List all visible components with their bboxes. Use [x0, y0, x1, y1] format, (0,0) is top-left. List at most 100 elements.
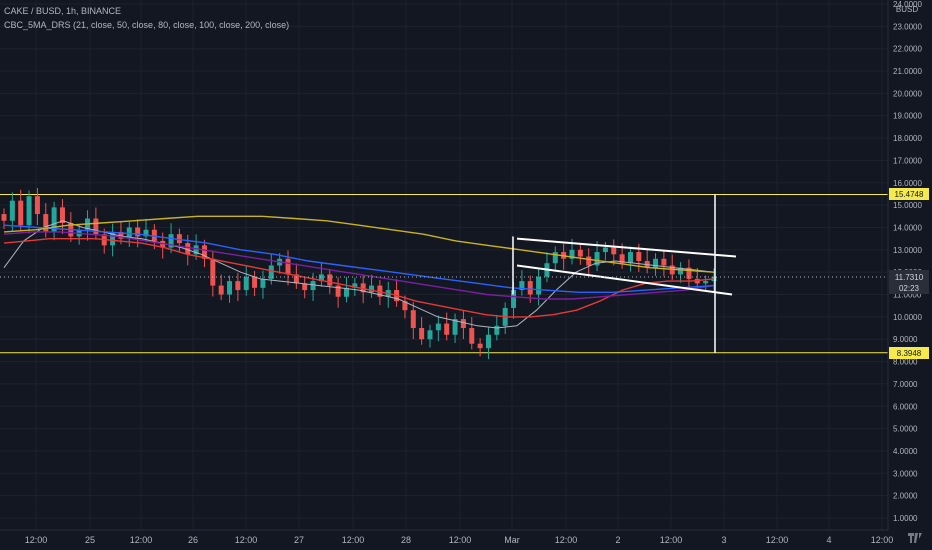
tradingview-logo-icon	[908, 532, 922, 544]
time-tick-label: 28	[401, 535, 411, 545]
price-tick-label: 3.0000	[893, 469, 918, 478]
channel-lower-line	[516, 264, 733, 296]
candle-bull	[711, 276, 717, 282]
candle-bull	[227, 281, 233, 295]
candle-bear	[118, 231, 124, 239]
candle-bear	[302, 283, 308, 291]
candle-bear	[611, 247, 617, 255]
time-tick-label: 12:00	[871, 535, 894, 545]
candle-bear	[327, 274, 333, 286]
candle-bull	[485, 334, 491, 349]
trend-drawings[interactable]	[512, 194, 737, 353]
grid	[0, 0, 888, 530]
candle-bear	[135, 227, 141, 237]
time-tick-label: 27	[294, 535, 304, 545]
current-price-tag: 11.7310 02:23	[889, 270, 929, 294]
candle-bull	[678, 267, 684, 275]
candle-bull	[511, 290, 517, 308]
price-tick-label: 10.0000	[893, 313, 922, 322]
candle-bull	[343, 287, 349, 297]
channel-upper-line	[516, 237, 737, 258]
horizontal-levels[interactable]	[0, 194, 888, 354]
time-tick-label: 12:00	[555, 535, 578, 545]
candle-bull	[536, 276, 542, 295]
price-tick-label: 5.0000	[893, 425, 918, 434]
candle-bear	[419, 328, 425, 340]
candle-bear	[43, 214, 49, 232]
time-tick-label: 4	[826, 535, 831, 545]
candle-bull	[268, 265, 274, 279]
candle-bear	[59, 207, 65, 224]
price-tick-label: 7.0000	[893, 380, 918, 389]
candle-bear	[151, 229, 157, 241]
candle-bear	[18, 200, 24, 226]
candle-bull	[519, 281, 525, 291]
price-tick-label: 14.0000	[893, 223, 922, 232]
price-tick-label: 16.0000	[893, 179, 922, 188]
axis-currency: BUSD	[896, 5, 918, 14]
time-tick-label: 12:00	[25, 535, 48, 545]
candle-bull	[352, 283, 358, 288]
candle-bear	[335, 285, 341, 297]
price-tick-label: 1.0000	[893, 514, 918, 523]
candle-bull	[51, 207, 57, 232]
price-tick-label: 23.0000	[893, 22, 922, 31]
time-tick-label: 26	[188, 535, 198, 545]
candle-bull	[594, 252, 600, 266]
candle-bear	[293, 274, 299, 284]
candle-bull	[143, 229, 149, 237]
price-tick-label: 22.0000	[893, 45, 922, 54]
price-axis-labels: 24.0000 23.0000 22.0000 21.0000 20.0000 19.00…	[893, 0, 922, 523]
candle-bear	[1, 214, 7, 221]
candle-bear	[218, 285, 224, 295]
time-tick-label: 25	[85, 535, 95, 545]
candle-bull	[193, 245, 199, 255]
time-tick-label: 12:00	[660, 535, 683, 545]
price-tick-label: 2.0000	[893, 492, 918, 501]
price-tick-label: 8.0000	[893, 358, 918, 367]
candle-bull	[310, 281, 316, 291]
moving-averages	[3, 215, 715, 329]
price-tick-label: 11.0000	[893, 291, 922, 300]
candle-bull	[569, 249, 575, 259]
symbol-title[interactable]: CAKE / BUSD, 1h, BINANCE	[4, 6, 122, 16]
candle-bull	[110, 231, 116, 246]
candle-bear	[586, 256, 592, 266]
candle-bear	[235, 281, 241, 291]
candle-bear	[252, 276, 258, 288]
price-tick-label: 15.0000	[893, 201, 922, 210]
candle-bull	[318, 274, 324, 282]
price-tick-label: 4.0000	[893, 447, 918, 456]
candle-bear	[661, 258, 667, 266]
candle-bear	[402, 301, 408, 311]
time-tick-label: 12:00	[235, 535, 258, 545]
chart-legend: CAKE / BUSD, 1h, BINANCE CBC_5MA_DRS (21…	[4, 4, 289, 32]
time-tick-label: 12:00	[766, 535, 789, 545]
candle-bull	[260, 278, 266, 288]
candle-bear	[34, 196, 40, 215]
price-tick-label: 24.0000	[893, 0, 922, 9]
candle-bull	[243, 276, 249, 291]
price-tick-label: 21.0000	[893, 67, 922, 76]
upper-level-tag: 15.4748	[889, 188, 929, 200]
candle-bear	[210, 258, 216, 286]
candle-bear	[176, 234, 182, 244]
price-tick-label: 6.0000	[893, 402, 918, 411]
time-tick-label: 12:00	[342, 535, 365, 545]
candle-bear	[460, 319, 466, 329]
time-tick-label: Mar	[504, 535, 520, 545]
upper-level-value: 15.4748	[895, 190, 924, 199]
candle-bear	[636, 252, 642, 261]
candle-bear	[93, 218, 99, 235]
indicator-title[interactable]: CBC_5MA_DRS (21, close, 50, close, 80, c…	[4, 20, 290, 30]
candle-bear	[619, 254, 625, 264]
candle-bull	[494, 325, 500, 335]
candle-bull	[602, 247, 608, 253]
countdown-value: 02:23	[899, 284, 920, 293]
time-tick-label: 12:00	[130, 535, 153, 545]
price-tick-label: 19.0000	[893, 112, 922, 121]
time-axis-labels: 12:00 25 12:00 26 12:00 27 12:00 28 12:00 Mar 12:0…	[25, 535, 894, 545]
